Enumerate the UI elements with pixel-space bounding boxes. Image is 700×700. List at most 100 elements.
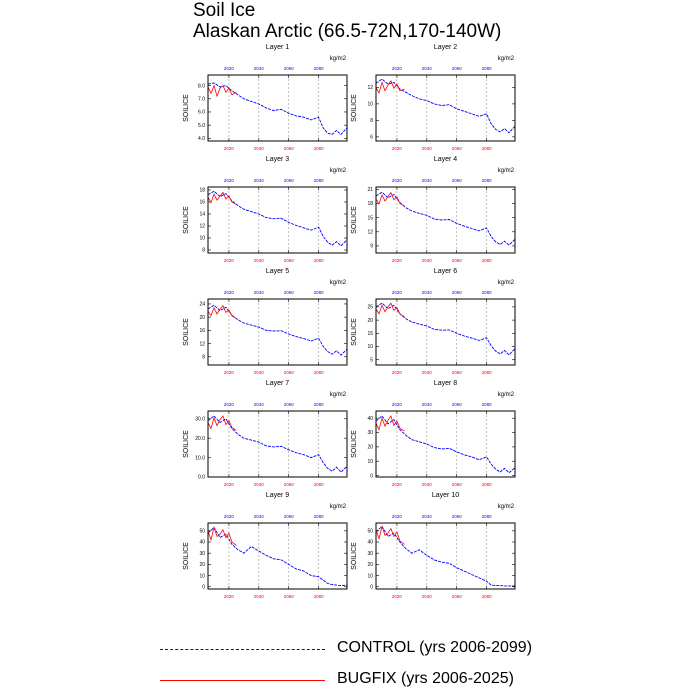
- x-tick-label-top: 2040: [254, 178, 265, 183]
- series-bugfix-line: [375, 524, 405, 545]
- series-control-line: [207, 190, 348, 247]
- y-tick-label: 20: [199, 315, 205, 321]
- units-label: kg/m2: [498, 392, 515, 398]
- x-tick-label-top: 2040: [254, 514, 265, 519]
- series-bugfix-line: [375, 302, 405, 318]
- y-tick-label: 20.0: [195, 436, 205, 442]
- x-tick-label-top: 2060: [452, 66, 463, 71]
- plot-frame: [375, 522, 516, 590]
- y-tick-label: 6: [370, 135, 373, 141]
- x-tick-label-bottom: 2060: [452, 482, 463, 487]
- y-tick-label: 10: [367, 459, 373, 465]
- x-tick-label-top: 2040: [254, 290, 265, 295]
- panel-title: Layer 5: [266, 268, 289, 275]
- series-bugfix-line: [207, 84, 237, 98]
- y-tick-label: 10: [367, 573, 373, 579]
- x-tick-label-top: 2060: [284, 66, 295, 71]
- x-tick-label-top: 2080: [482, 290, 493, 295]
- series-control-line: [207, 415, 348, 473]
- y-tick-label: 20: [367, 562, 373, 568]
- x-tick-label-bottom: 2020: [224, 258, 235, 263]
- series-control-line: [375, 78, 516, 134]
- y-tick-label: 40: [367, 416, 373, 422]
- x-tick-label-bottom: 2020: [392, 146, 403, 151]
- x-tick-label-bottom: 2060: [284, 370, 295, 375]
- x-tick-label-top: 2060: [452, 402, 463, 407]
- plot-frame: [375, 298, 516, 366]
- y-axis-label: SOILICE: [183, 206, 190, 234]
- units-label: kg/m2: [330, 56, 347, 62]
- x-tick-label-top: 2060: [452, 514, 463, 519]
- x-tick-label-bottom: 2040: [254, 370, 265, 375]
- x-tick-label-bottom: 2080: [314, 258, 325, 263]
- x-tick-label-bottom: 2060: [284, 482, 295, 487]
- panel-9: Layer 9kg/m2SOILICE202020202040204020602…: [183, 492, 348, 599]
- y-tick-label: 0.0: [198, 475, 205, 481]
- x-tick-label-top: 2020: [392, 66, 403, 71]
- panel-title: Layer 3: [266, 156, 289, 163]
- x-tick-label-bottom: 2040: [422, 258, 433, 263]
- y-tick-label: 12: [367, 85, 373, 91]
- y-tick-label: 50: [367, 529, 373, 535]
- plot-frame: [375, 410, 516, 478]
- x-tick-label-top: 2040: [254, 66, 265, 71]
- x-tick-label-bottom: 2020: [392, 370, 403, 375]
- x-tick-label-bottom: 2060: [452, 594, 463, 599]
- y-tick-label: 0: [370, 473, 373, 479]
- legend-swatch-bugfix: [160, 680, 325, 681]
- units-label: kg/m2: [330, 504, 347, 510]
- panel-6: Layer 6 kg/m2 SOILICE 2020 2020 2040 2040 2060 2…: [351, 268, 516, 375]
- y-axis-label: SOILICE: [351, 542, 358, 570]
- y-tick-label: 30: [367, 551, 373, 557]
- plot-frame: [375, 186, 516, 254]
- y-tick-label: 30.0: [195, 416, 205, 422]
- x-tick-label-top: 2020: [392, 402, 403, 407]
- x-tick-label-top: 2080: [314, 514, 325, 519]
- x-tick-label-top: 2080: [314, 178, 325, 183]
- x-tick-label-bottom: 2020: [392, 482, 403, 487]
- units-label: kg/m2: [498, 280, 515, 286]
- y-tick-label: 20: [367, 318, 373, 324]
- title-block: Soil Ice Alaskan Arctic (66.5-72N,170-14…: [193, 0, 501, 42]
- x-tick-label-top: 2020: [392, 514, 403, 519]
- panel-title: Layer 8: [434, 380, 457, 387]
- panel-title: Layer 10: [432, 492, 459, 499]
- y-tick-label: 8.0: [198, 83, 205, 89]
- panel-title: Layer 1: [266, 44, 289, 51]
- y-tick-label: 5: [370, 357, 373, 363]
- units-label: kg/m2: [498, 504, 515, 510]
- x-tick-label-bottom: 2040: [422, 370, 433, 375]
- chart-title: Soil Ice: [193, 0, 256, 21]
- y-tick-label: 6.0: [198, 110, 205, 116]
- y-tick-label: 10.0: [195, 455, 205, 461]
- legend-label-control: CONTROL (yrs 2006-2099): [337, 639, 533, 656]
- y-tick-label: 40: [367, 540, 373, 546]
- y-tick-label: 15: [367, 215, 373, 221]
- x-tick-label-bottom: 2020: [224, 370, 235, 375]
- y-tick-label: 15: [367, 331, 373, 337]
- x-tick-label-bottom: 2040: [422, 482, 433, 487]
- x-tick-label-bottom: 2060: [284, 594, 295, 599]
- panel-4: Layer 4 kg/m2 SOILICE 2020 2020 2040 2040 2060 2…: [351, 156, 516, 263]
- x-tick-label-bottom: 2080: [314, 594, 325, 599]
- plot-frame: [207, 298, 348, 366]
- panel-1: Layer 1 kg/m2 SOILICE 2020 2020 2040 2040 2060 2…: [183, 44, 348, 151]
- y-tick-label: 8: [202, 248, 205, 254]
- x-tick-label-top: 2040: [422, 290, 433, 295]
- x-tick-label-bottom: 2080: [482, 594, 493, 599]
- legend-item-bugfix: BUGFIX (yrs 2006-2025): [160, 670, 680, 692]
- y-tick-label: 24: [199, 302, 205, 308]
- x-tick-label-bottom: 2020: [224, 146, 235, 151]
- x-tick-label-top: 2060: [284, 290, 295, 295]
- x-tick-label-bottom: 2040: [254, 594, 265, 599]
- y-tick-label: 0: [370, 584, 373, 590]
- x-tick-label-bottom: 2060: [452, 370, 463, 375]
- y-axis-label: SOILICE: [183, 318, 190, 346]
- x-tick-label-bottom: 2040: [254, 258, 265, 263]
- x-tick-label-top: 2080: [314, 290, 325, 295]
- x-tick-label-top: 2060: [284, 402, 295, 407]
- x-tick-label-bottom: 2080: [314, 370, 325, 375]
- x-tick-label-top: 2020: [392, 290, 403, 295]
- y-tick-label: 16: [199, 200, 205, 206]
- x-tick-label-bottom: 2020: [392, 594, 403, 599]
